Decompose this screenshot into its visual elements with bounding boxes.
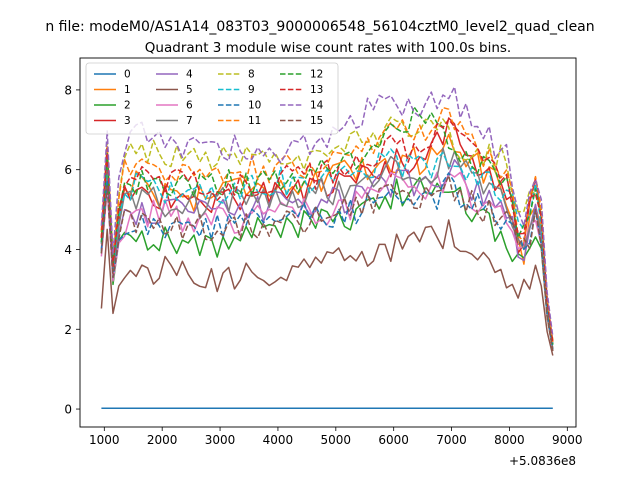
y-tick-label: 4 — [64, 243, 72, 257]
legend-label: 8 — [248, 69, 255, 81]
legend-label: 12 — [310, 69, 323, 81]
series-line-9 — [100, 148, 554, 345]
legend-label: 14 — [310, 100, 324, 112]
x-tick-label: 7000 — [436, 433, 467, 447]
series-layer — [100, 86, 554, 410]
x-tick-label: 1000 — [89, 433, 120, 447]
legend-box — [85, 62, 339, 135]
series-line-12 — [100, 106, 554, 345]
legend-label: 6 — [186, 100, 193, 112]
series-line-15 — [100, 174, 554, 352]
series-line-1 — [100, 133, 554, 351]
legend-label: 4 — [186, 69, 193, 81]
x-axis: 1000 2000 3000 4000 5000 6000 7000 8000 9000 — [89, 427, 583, 447]
series-line-14 — [100, 86, 554, 337]
legend-label: 5 — [186, 84, 193, 96]
x-tick-label: 2000 — [147, 433, 178, 447]
series-line-5 — [100, 219, 554, 356]
x-tick-label: 8000 — [494, 433, 525, 447]
x-tick-label: 9000 — [552, 433, 583, 447]
legend-label: 7 — [186, 115, 193, 127]
series-line-10 — [100, 172, 554, 350]
legend-label: 10 — [248, 100, 261, 112]
x-tick-label: 6000 — [378, 433, 409, 447]
x-tick-label: 5000 — [321, 433, 352, 447]
x-tick-label: 3000 — [205, 433, 236, 447]
legend-label: 11 — [248, 115, 261, 127]
y-tick-label: 8 — [64, 83, 72, 97]
y-axis: 0 2 4 6 8 — [64, 83, 80, 417]
x-tick-label: 4000 — [263, 433, 294, 447]
legend-label: 13 — [310, 84, 323, 96]
y-tick-label: 0 — [64, 403, 72, 417]
legend-label: 1 — [124, 84, 131, 96]
legend-label: 0 — [124, 69, 131, 81]
chart-title: Quadrant 3 module wise count rates with … — [145, 40, 511, 56]
x-offset-label: +5.0836e8 — [509, 454, 576, 468]
legend-label: 9 — [248, 84, 255, 96]
legend-label: 2 — [124, 100, 131, 112]
y-tick-label: 6 — [64, 163, 72, 177]
axes-frame — [79, 57, 577, 428]
legend-label: 15 — [310, 115, 323, 127]
chart-suptitle: n file: modeM0/AS1A14_083T03_9000006548_… — [45, 19, 594, 35]
legend-label: 3 — [124, 115, 131, 127]
y-tick-label: 2 — [64, 323, 72, 337]
series-line-13 — [100, 118, 554, 343]
